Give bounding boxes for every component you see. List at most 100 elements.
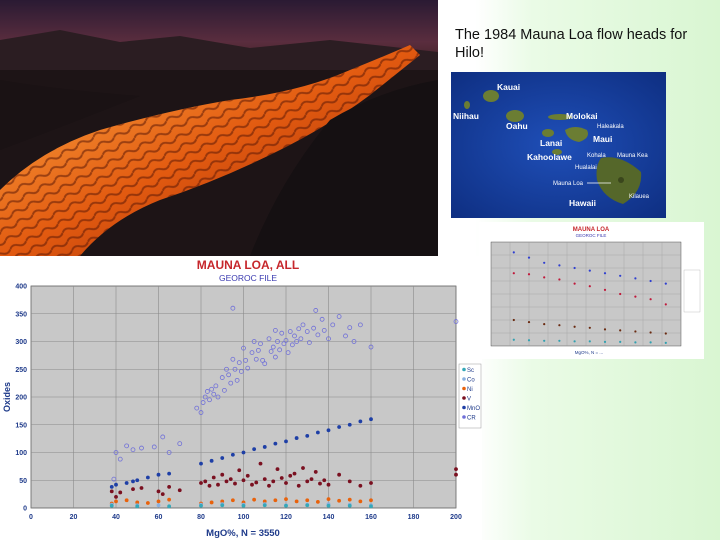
inset-data-point xyxy=(543,323,546,326)
inset-data-point xyxy=(558,264,561,267)
inset-subtitle: GEOROC FILE xyxy=(576,233,607,238)
data-point-mno xyxy=(262,445,267,449)
data-point-cr xyxy=(292,333,297,339)
mauna-loa-scatter-chart: 0 50 100 150 200 250 300 350 400 0 20 40 60 80 100 120… xyxy=(0,256,482,540)
data-point-cr xyxy=(221,387,227,393)
inset-data-point xyxy=(512,272,515,275)
data-point-v xyxy=(301,466,305,470)
data-point-sc xyxy=(199,503,203,508)
data-point-sc xyxy=(241,503,246,508)
inset-scatter-chart: MAUNA LOA GEOROC FILE MgO%, N = ... xyxy=(479,222,704,359)
legend-entry: MnO xyxy=(467,406,480,412)
data-point-v xyxy=(228,477,233,482)
data-point-cr xyxy=(315,332,321,338)
data-point-mno xyxy=(230,452,235,457)
legend-entry: Ni xyxy=(467,387,473,393)
data-point-cr xyxy=(166,450,172,455)
y-tick-label: 250 xyxy=(15,367,27,374)
data-point-cr xyxy=(211,391,217,397)
data-point-cr xyxy=(117,456,123,462)
data-point-cr xyxy=(266,336,272,342)
data-point-v xyxy=(177,488,182,493)
data-point-v xyxy=(292,471,297,476)
data-point-ni xyxy=(114,499,118,504)
legend-swatch xyxy=(462,405,466,410)
data-point-sc xyxy=(167,504,172,509)
inset-data-point xyxy=(634,295,637,298)
label-hualalai: Hualalai xyxy=(575,165,597,171)
data-point-sc xyxy=(284,503,288,508)
inset-legend xyxy=(683,269,701,313)
data-point-cr xyxy=(113,450,119,455)
data-point-sc xyxy=(305,503,310,508)
data-point-v xyxy=(267,483,271,488)
data-point-v xyxy=(318,481,322,486)
inset-data-point xyxy=(588,340,591,343)
data-point-v xyxy=(131,487,135,492)
inset-data-point xyxy=(649,331,652,334)
data-point-cr xyxy=(249,350,255,355)
data-point-cr xyxy=(294,339,300,344)
data-point-mno xyxy=(252,447,257,452)
data-point-cr xyxy=(198,410,204,415)
data-point-cr xyxy=(272,354,278,360)
data-point-cr xyxy=(160,434,166,440)
inset-data-point xyxy=(649,298,652,301)
data-point-mno xyxy=(315,430,320,435)
data-point-cr xyxy=(268,349,274,354)
y-tick-label: 300 xyxy=(15,339,27,346)
x-tick-label: 120 xyxy=(280,514,292,521)
data-point-v xyxy=(288,473,293,478)
x-tick-label: 140 xyxy=(323,514,335,521)
data-point-cr xyxy=(230,356,236,362)
data-point-v xyxy=(199,481,203,485)
lava-flow-photo xyxy=(0,0,438,256)
data-point-v xyxy=(326,482,331,487)
inset-data-point xyxy=(603,328,607,331)
data-point-cr xyxy=(224,366,229,372)
data-point-cr xyxy=(326,336,331,342)
data-point-v xyxy=(241,478,246,483)
label-haleakala: Haleakala xyxy=(597,124,624,130)
inset-data-point xyxy=(634,330,637,333)
data-point-cr xyxy=(151,444,157,450)
data-point-cr xyxy=(260,357,266,363)
inset-data-point xyxy=(543,276,546,279)
data-point-v xyxy=(203,479,208,484)
inset-data-point xyxy=(543,339,546,342)
data-point-cr xyxy=(241,345,246,351)
data-point-ni xyxy=(230,498,235,503)
legend-swatch xyxy=(462,377,466,381)
legend-swatch xyxy=(462,367,466,372)
data-point-v xyxy=(167,485,172,489)
data-point-cr xyxy=(277,347,283,353)
inset-data-point xyxy=(573,325,576,328)
data-point-ni xyxy=(167,497,172,502)
data-point-cr xyxy=(304,329,310,334)
inset-data-point xyxy=(558,324,561,327)
data-point-sc xyxy=(109,503,114,508)
data-point-v xyxy=(224,479,229,484)
chart-subtitle: GEOROC FILE xyxy=(219,273,277,283)
y-tick-label: 0 xyxy=(23,506,27,513)
data-point-cr xyxy=(226,372,232,378)
data-point-cr xyxy=(236,360,242,365)
data-point-v xyxy=(114,495,118,499)
inset-data-point xyxy=(619,274,622,277)
data-point-cr xyxy=(215,394,221,400)
data-point-cr xyxy=(204,389,210,394)
inset-data-point xyxy=(573,266,576,270)
data-point-cr xyxy=(238,369,244,374)
data-point-mno xyxy=(167,471,172,476)
y-tick-label: 350 xyxy=(15,311,27,318)
inset-data-point xyxy=(588,285,591,288)
data-point-v xyxy=(284,481,288,485)
data-point-cr xyxy=(272,328,278,333)
data-point-v xyxy=(275,467,280,472)
data-point-cr xyxy=(279,330,285,336)
data-point-ni xyxy=(262,499,267,504)
data-point-cr xyxy=(243,357,249,363)
data-point-ni xyxy=(347,497,352,502)
data-point-cr xyxy=(275,339,280,344)
data-point-ni xyxy=(284,497,288,502)
